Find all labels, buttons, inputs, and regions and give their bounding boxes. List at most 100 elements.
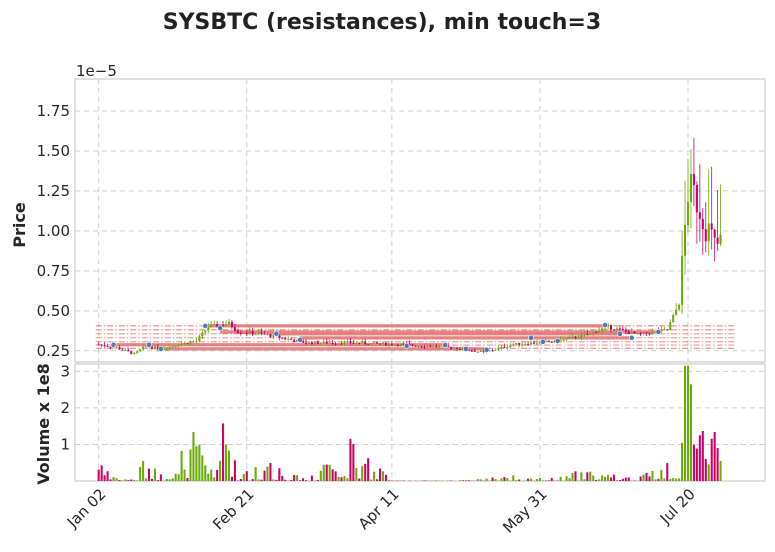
candle-body [423, 346, 426, 348]
touch-marker [628, 334, 635, 341]
price-tick-label: 1.50 [37, 142, 70, 160]
volume-bar [233, 460, 236, 481]
candle-body [512, 344, 515, 346]
volume-bar [263, 470, 266, 481]
volume-bar [352, 443, 355, 481]
volume-bar [535, 479, 539, 481]
candle-body [328, 342, 331, 344]
volume-bar [210, 469, 213, 481]
candle-body [482, 350, 485, 352]
price-scale-offset: 1e−5 [76, 62, 117, 80]
volume-bar [156, 480, 159, 481]
x-tick-label: Feb 21 [209, 485, 257, 533]
volume-bar [260, 479, 263, 481]
volume-bar [290, 480, 293, 481]
candle-body [266, 334, 269, 336]
candle-body [621, 328, 624, 330]
volume-bar [544, 480, 547, 481]
volume-bar [678, 478, 681, 481]
volume-bar [343, 475, 346, 481]
candle-body [624, 329, 627, 332]
volume-axis-label: Volume x 1e8 [34, 363, 53, 484]
candle-body [346, 341, 349, 343]
candle-body [322, 341, 325, 344]
volume-bar [672, 478, 675, 481]
candle-body [319, 343, 322, 345]
candle-body [109, 346, 112, 348]
volume-bar [663, 478, 666, 481]
candle-body [284, 337, 287, 340]
volume-bar [145, 478, 148, 481]
volume-bar [494, 479, 497, 481]
volume-bar [222, 423, 225, 481]
candle-body [704, 229, 707, 242]
candle-body [698, 212, 701, 219]
candle-body [337, 343, 340, 345]
volume-bar [598, 479, 601, 481]
volume-bar [136, 480, 139, 481]
candle-body [648, 333, 651, 335]
price-tick-label: 0.25 [37, 342, 70, 360]
candle-body [438, 346, 441, 348]
candle-body [307, 342, 310, 344]
volume-bar [168, 479, 171, 481]
volume-bar [681, 442, 684, 481]
volume-bar [476, 479, 479, 481]
volume-bar [165, 479, 168, 481]
candle-body [636, 333, 639, 335]
volume-bar [245, 471, 248, 481]
candle-body [467, 350, 470, 352]
volume-bar [227, 450, 231, 481]
candle-body [118, 347, 121, 350]
volume-bar [334, 471, 337, 481]
volume-bar [384, 474, 387, 481]
candle-body [583, 334, 586, 336]
candle-body [574, 336, 577, 339]
volume-bar [224, 444, 228, 481]
candle-body [598, 330, 601, 333]
volume-bar [97, 469, 100, 481]
touch-marker [554, 337, 561, 344]
volume-bar [361, 466, 364, 481]
touch-marker [273, 330, 280, 337]
volume-bar [150, 479, 154, 481]
candle-body [607, 324, 610, 327]
candle-body [367, 344, 370, 346]
price-panel: 0.25 0.50 0.75 1.00 1.25 1.50 1.75 Price [10, 78, 766, 363]
volume-bar [174, 473, 177, 481]
volume-bar [568, 478, 571, 481]
candle-body [245, 333, 248, 335]
volume-bar [595, 479, 598, 481]
candle-body [689, 174, 693, 202]
candle-body [494, 349, 497, 351]
candle-body [559, 340, 562, 343]
candle-body [672, 314, 675, 323]
candle-body [296, 339, 299, 342]
touch-marker [442, 342, 449, 348]
candle-body [701, 218, 704, 230]
volume-bar [559, 476, 562, 481]
candle-body [112, 347, 115, 349]
volume-bar [142, 461, 145, 481]
volume-bar [189, 449, 192, 481]
volume-bar [639, 476, 642, 481]
volume-bar [177, 474, 180, 481]
volume-panel-frame [74, 363, 766, 482]
volume-bar [358, 478, 361, 481]
price-panel-frame [74, 78, 766, 363]
chart-title: SYSBTC (resistances), min touch=3 [163, 10, 601, 35]
touch-marker [202, 322, 209, 329]
candle-body [227, 322, 231, 325]
candle-body [586, 334, 589, 336]
volume-bar [204, 465, 207, 481]
price-tick-label: 1.00 [37, 222, 70, 240]
candle-body [595, 332, 598, 334]
volume-bar [574, 471, 577, 481]
candle-body [358, 342, 361, 344]
candle-body [103, 344, 106, 347]
volume-bar [583, 479, 586, 481]
x-tick-label: Jul 20 [656, 485, 699, 528]
volume-bar [195, 446, 198, 481]
volume-bar [118, 480, 121, 481]
candle-body [568, 337, 571, 339]
